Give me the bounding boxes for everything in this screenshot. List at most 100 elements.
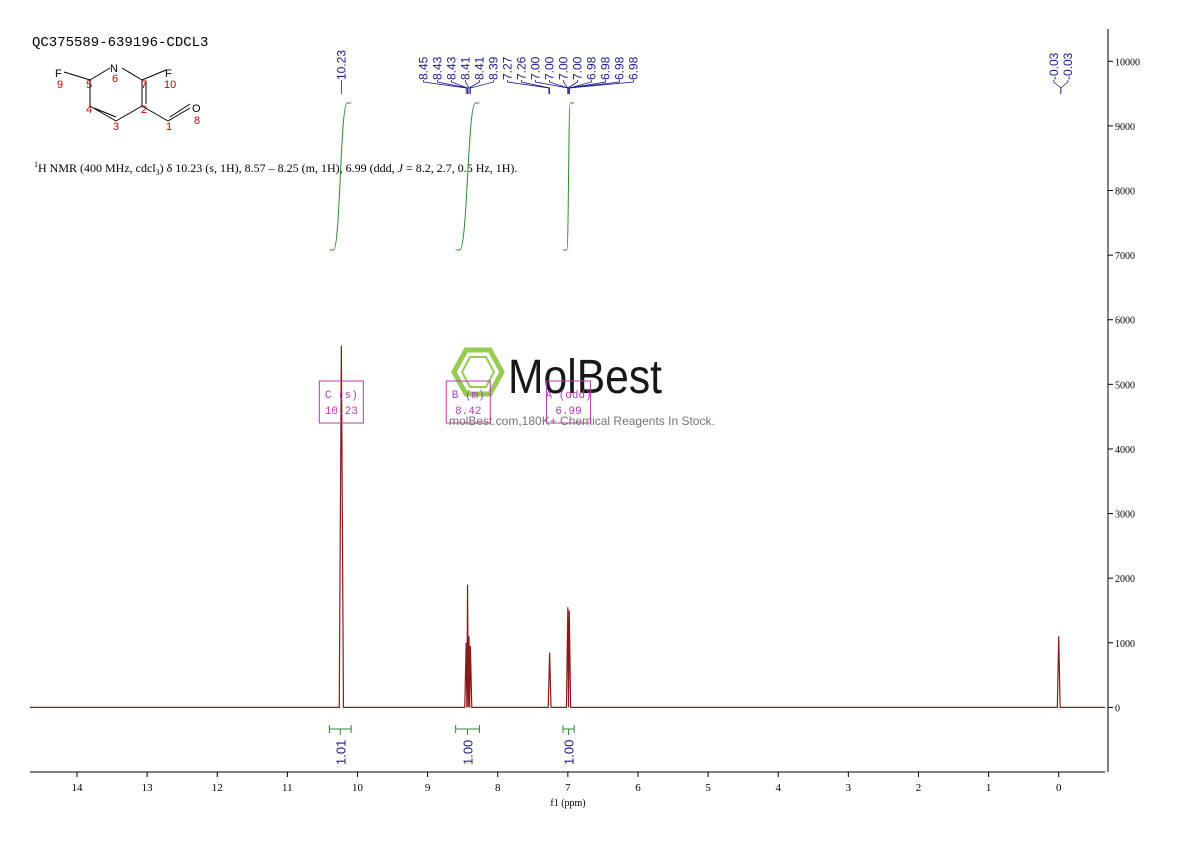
bond (89, 67, 111, 81)
x-tick-label: 8 (495, 782, 501, 794)
y-tick-label: 10000 (1115, 57, 1140, 68)
peak-label: 8.39 (487, 56, 501, 80)
atom: F (165, 68, 172, 80)
sample-title: QC375589-639196-CDCL3 (32, 35, 208, 51)
nmr-description: 1H NMR (400 MHz, cdcl3) δ 10.23 (s, 1H),… (34, 160, 517, 177)
multiplet-box (318, 380, 364, 424)
logo (460, 356, 496, 388)
peak-label: 8.41 (473, 56, 487, 80)
atom-number: 3 (113, 121, 119, 133)
peak-label: 6.98 (613, 56, 627, 80)
y-tick-label: 8000 (1115, 187, 1135, 198)
peak-connector (1060, 80, 1069, 94)
multiplet-box (546, 380, 592, 424)
peak-label: 8.45 (417, 56, 431, 80)
y-tick-label: 9000 (1115, 122, 1135, 133)
x-tick-label: 1 (986, 782, 992, 794)
brand: MolBest (508, 351, 662, 404)
peak-connector (468, 80, 480, 94)
atom-number: 8 (194, 115, 200, 127)
x-tick-label: 11 (282, 782, 293, 794)
peak-label: 7.00 (529, 56, 543, 80)
atom-numbers: 9 5 6 7 10 4 2 3 1 8 (57, 73, 200, 133)
multiplet-name: A (ddd) (545, 390, 591, 402)
multiplet-name: B (m) (452, 390, 485, 402)
atom-number: 4 (86, 104, 92, 116)
x-tick-label: 4 (775, 782, 781, 794)
multiplet-box (445, 380, 491, 424)
x-tick-label: 10 (352, 782, 364, 794)
bond (141, 69, 167, 81)
peak-label: 8.41 (459, 56, 473, 80)
bond (121, 67, 143, 81)
integral-curve (329, 102, 352, 251)
peak-label: 10.23 (334, 50, 348, 80)
integral-label: 1.01 (333, 740, 348, 765)
text: H NMR (400 MHz, cdcl (38, 161, 156, 175)
bond (167, 107, 191, 122)
integral-label: 1.00 (461, 740, 476, 765)
peak-label: 8.43 (431, 56, 445, 80)
bond (169, 103, 191, 118)
peak-label: 7.26 (515, 56, 529, 80)
structure (63, 67, 191, 122)
x-tick-label: 9 (425, 782, 431, 794)
y-tick-label: 4000 (1115, 445, 1135, 456)
integral-curve (562, 102, 575, 251)
peak-label: 6.98 (599, 56, 613, 80)
y-tick-label: 2000 (1115, 574, 1135, 585)
y-tick-label: 5000 (1115, 380, 1135, 391)
text: ) δ 10.23 (s, 1H), 8.57 – 8.25 (m, 1H), … (160, 161, 398, 175)
multiplet-shift: 8.42 (455, 406, 481, 418)
peak-connector (549, 80, 569, 94)
integral-curve (455, 102, 480, 251)
peak-label: 6.98 (585, 56, 599, 80)
text: J (398, 161, 404, 175)
y-tick-label: 7000 (1115, 251, 1135, 262)
integral-label: 1.00 (562, 740, 577, 765)
text: = 8.2, 2.7, 0.5 Hz, 1H). (403, 161, 517, 175)
atom: N (110, 63, 118, 75)
x-tick-label: 0 (1056, 782, 1062, 794)
atom: O (192, 103, 201, 115)
atom-number: 9 (57, 79, 63, 91)
atom: F (55, 68, 62, 80)
integral-bracket (328, 725, 352, 735)
peak-connector (521, 80, 551, 94)
peak-connector (507, 80, 550, 94)
peak-connector (1053, 80, 1062, 94)
peak-label: 7.00 (543, 56, 557, 80)
peak-connector (451, 80, 468, 94)
y-tick-label: 3000 (1115, 510, 1135, 521)
peak-connector (568, 80, 634, 94)
spectrum (30, 345, 1105, 708)
y-tick-label: 1000 (1115, 639, 1135, 650)
x-tick-label: 12 (212, 782, 223, 794)
atoms: F N F O (55, 63, 201, 115)
atom-number: 10 (164, 79, 176, 91)
peak-label: 8.43 (445, 56, 459, 80)
tagline: molBest.com,180K+ Chemical Reagents In S… (449, 414, 715, 428)
x-tick-label: 2 (916, 782, 922, 794)
peak-label: 7.00 (557, 56, 571, 80)
superscript: 1 (34, 160, 38, 169)
peak-label: 6.98 (627, 56, 641, 80)
x-tick-label: 3 (846, 782, 852, 794)
integral-bracket (455, 725, 480, 735)
peak-label: 7.00 (571, 56, 585, 80)
x-tick-label: 13 (142, 782, 154, 794)
subscript: 3 (156, 168, 160, 177)
atom-number: 2 (141, 104, 147, 116)
peak-label: -0.03 (1047, 52, 1061, 80)
peak-connector (423, 80, 467, 94)
multiplet-shift: 10.23 (325, 406, 358, 418)
peak-connector (567, 80, 578, 94)
x-tick-label: 14 (71, 782, 83, 794)
multiplet-name: C (s) (325, 390, 358, 402)
atom-number: 1 (166, 121, 172, 133)
watermark: MolBest molBest.com,180K+ Chemical Reage… (449, 347, 715, 428)
peak-label: -0.03 (1061, 52, 1075, 80)
multiplet-shift: 6.99 (555, 406, 581, 418)
integral-bracket (562, 725, 575, 735)
